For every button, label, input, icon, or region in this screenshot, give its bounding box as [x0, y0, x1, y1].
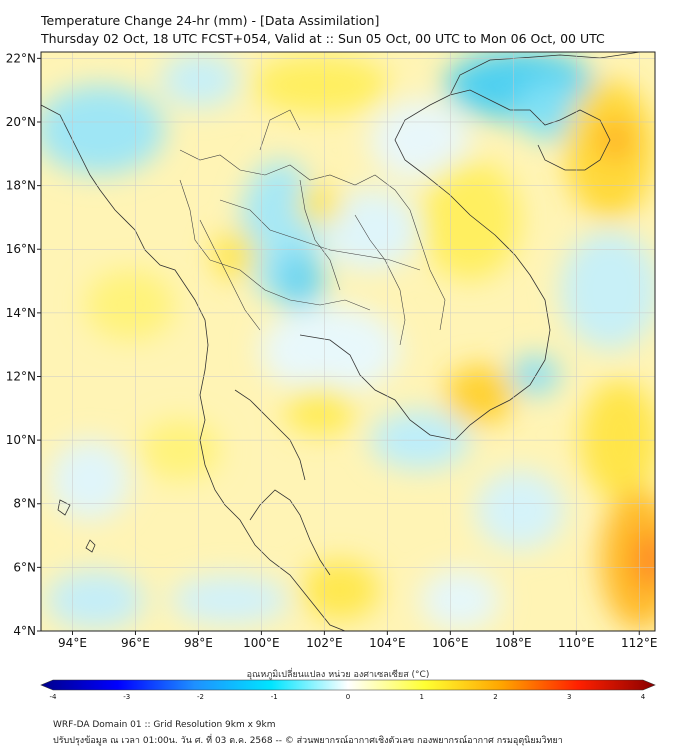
lat-tick-label: 12°N — [6, 369, 36, 383]
lon-tick-label: 112°E — [621, 636, 658, 650]
colorbar: -4 -3 -2 -1 0 1 2 3 4 — [40, 679, 656, 701]
colorbar-title: อุณหภูมิเปลี่ยนแปลง หน่วย องศาเซลเซียส (… — [246, 670, 430, 680]
map-frame — [40, 51, 656, 632]
lat-tick-label: 22°N — [6, 51, 36, 65]
lat-tick-label: 16°N — [6, 242, 36, 256]
colorbar-tick-label: -3 — [123, 693, 130, 701]
colorbar-tick-label: 0 — [346, 693, 350, 701]
colorbar-tick-label: -4 — [50, 693, 58, 701]
latitude-axis: 22°N 20°N 18°N 16°N 14°N 12°N 10°N 8°N 6°N 4°N — [6, 51, 41, 638]
lon-tick-label: 104°E — [369, 636, 406, 650]
map-subtitle: Thursday 02 Oct, 18 UTC FCST+054, Valid … — [41, 31, 605, 46]
lat-tick-label: 14°N — [6, 306, 36, 320]
colorbar-tick-label: -1 — [271, 693, 278, 701]
lat-tick-label: 18°N — [6, 179, 36, 193]
lon-tick-label: 102°E — [306, 636, 343, 650]
lat-tick-label: 6°N — [13, 560, 36, 574]
colorbar-tick-label: 1 — [420, 693, 424, 701]
lat-tick-label: 4°N — [13, 624, 36, 638]
lon-tick-label: 100°E — [243, 636, 280, 650]
lat-tick-label: 10°N — [6, 433, 36, 447]
longitude-axis: 94°E 96°E 98°E 100°E 102°E 104°E 106°E 108°E 110… — [58, 631, 658, 650]
temperature-field — [41, 52, 655, 631]
lon-tick-label: 110°E — [558, 636, 595, 650]
lat-tick-label: 8°N — [13, 497, 36, 511]
lon-tick-label: 94°E — [58, 636, 87, 650]
footer-update-info: ปรับปรุงข้อมูล ณ เวลา 01:00น. วัน ศ. ที่… — [53, 736, 563, 746]
admin-borders — [179, 109, 446, 346]
map-gridlines — [41, 52, 655, 631]
colorbar-tick-label: 4 — [641, 693, 646, 701]
colorbar-ticks: -4 -3 -2 -1 0 1 2 3 4 — [50, 693, 646, 701]
colorbar-tick-label: -2 — [197, 693, 204, 701]
lon-tick-label: 108°E — [495, 636, 532, 650]
lon-tick-label: 98°E — [184, 636, 213, 650]
footer-model-info: WRF-DA Domain 01 :: Grid Resolution 9km … — [53, 720, 276, 730]
coastlines — [41, 52, 641, 631]
colorbar-tick-label: 2 — [493, 693, 497, 701]
lat-tick-label: 20°N — [6, 115, 36, 129]
lon-tick-label: 96°E — [121, 636, 150, 650]
lon-tick-label: 106°E — [432, 636, 469, 650]
colorbar-scale — [40, 679, 656, 691]
map-title: Temperature Change 24-hr (mm) - [Data As… — [41, 13, 380, 28]
colorbar-tick-label: 3 — [567, 693, 571, 701]
